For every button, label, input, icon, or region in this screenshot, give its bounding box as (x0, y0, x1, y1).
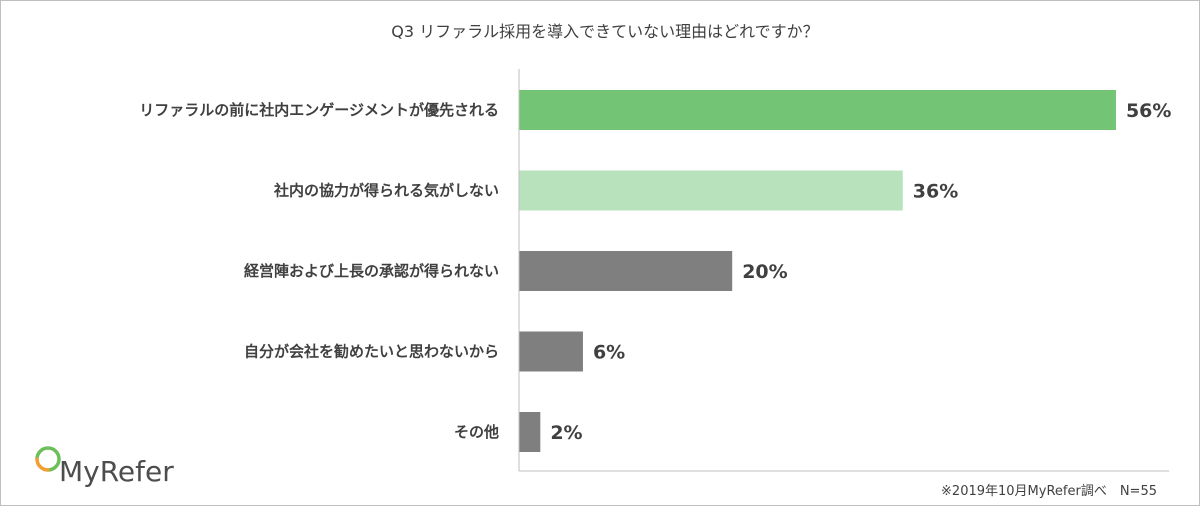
bars-layer: リファラルの前に社内エンゲージメントが優先される 56% 社内の協力が得られる気がし… (139, 90, 1171, 452)
bar-5 (519, 412, 541, 452)
bar-1 (519, 90, 1116, 130)
source-note: ※2019年10月MyRefer調べ N=55 (941, 484, 1157, 499)
value-label-5: 2% (550, 422, 582, 444)
chart-title: Q3 リファラル採用を導入できていない理由はどれですか？ (391, 22, 818, 41)
bar-4 (519, 331, 583, 372)
category-label-2: 社内の協力が得られる気がしない (273, 182, 499, 200)
bar-2 (519, 170, 903, 211)
category-label-1: リファラルの前に社内エンゲージメントが優先される (139, 101, 499, 119)
category-label-3: 経営陣および上長の承認が得られない (244, 262, 499, 280)
category-label-5: その他 (454, 423, 499, 441)
bar-3 (519, 251, 733, 291)
brand-logo: MyRefer (35, 446, 174, 488)
value-label-1: 56% (1126, 100, 1171, 122)
value-label-4: 6% (593, 342, 625, 364)
brand-name: MyRefer (59, 455, 174, 488)
category-label-4: 自分が会社を勧めたいと思わないから (244, 343, 499, 361)
value-label-2: 36% (913, 181, 958, 203)
myrefer-logo-ring-icon (35, 446, 61, 472)
value-label-3: 20% (742, 261, 787, 283)
